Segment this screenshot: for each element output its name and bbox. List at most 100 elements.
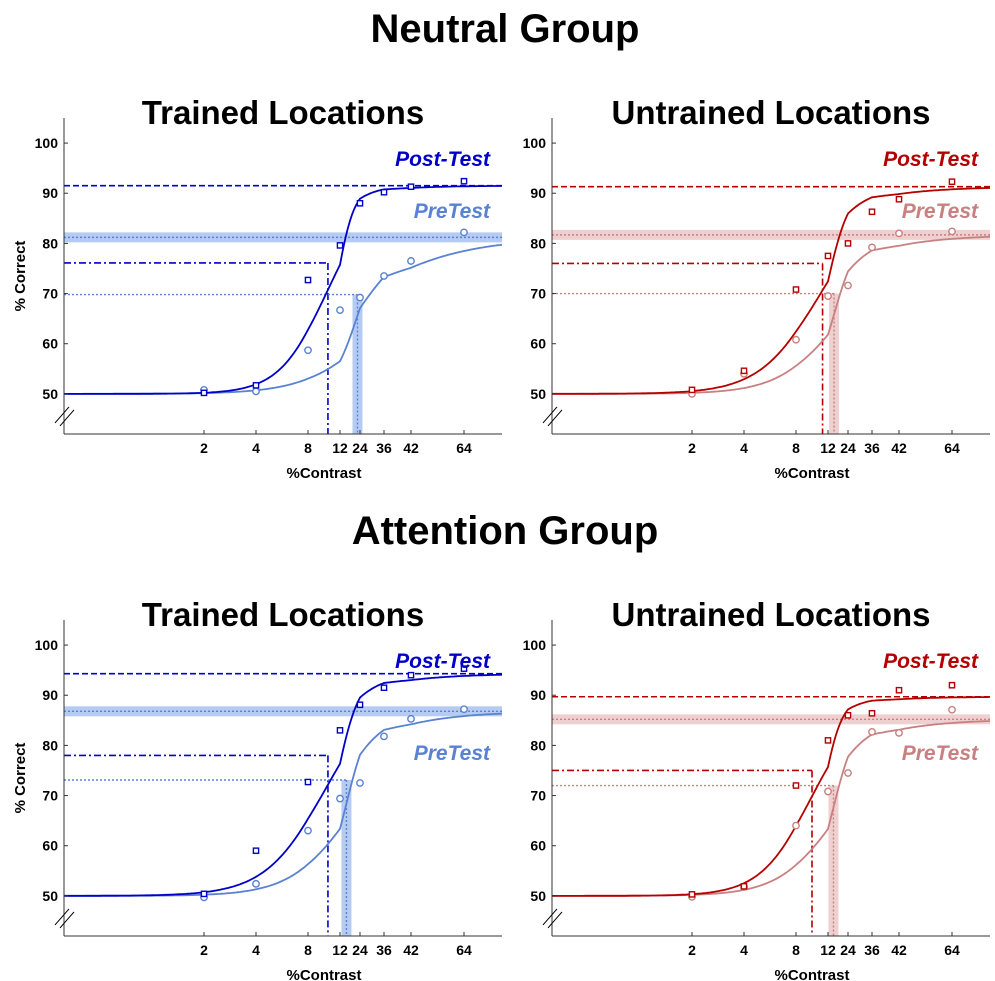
posttest-point bbox=[844, 240, 852, 247]
pretest-point bbox=[252, 879, 260, 888]
x-tick-label: 12 bbox=[820, 942, 836, 958]
posttest-point bbox=[356, 199, 364, 207]
axis-break-mark bbox=[547, 911, 563, 929]
posttest-point bbox=[356, 701, 364, 709]
posttest-point bbox=[252, 847, 260, 855]
pretest-point bbox=[824, 787, 832, 796]
pretest-point bbox=[895, 229, 903, 238]
x-tick-label: 8 bbox=[304, 942, 312, 958]
posttest-point bbox=[740, 883, 748, 890]
pretest-point bbox=[844, 769, 852, 777]
y-tick-label: 60 bbox=[42, 336, 58, 352]
x-tick-label: 64 bbox=[456, 942, 472, 958]
posttest-point bbox=[688, 386, 696, 394]
x-tick-label: 24 bbox=[352, 942, 368, 958]
pretest-point bbox=[356, 779, 364, 787]
x-tick-label: 12 bbox=[332, 440, 348, 456]
x-tick-label: 2 bbox=[200, 942, 208, 958]
x-axis-label: %Contrast bbox=[774, 465, 849, 482]
y-tick-label: 70 bbox=[530, 286, 546, 302]
x-tick-label: 64 bbox=[944, 440, 960, 456]
x-tick-label: 8 bbox=[792, 440, 800, 456]
posttest-point bbox=[460, 177, 468, 185]
pretest-point bbox=[948, 227, 956, 236]
pretest-point bbox=[792, 821, 800, 830]
posttest-point bbox=[792, 782, 800, 789]
panel-title: Untrained Locations bbox=[611, 94, 930, 131]
axis-break-mark bbox=[542, 908, 558, 926]
x-tick-label: 24 bbox=[840, 942, 856, 958]
pretest-threshold-band bbox=[829, 293, 840, 434]
pretest-point bbox=[824, 292, 832, 300]
y-tick-label: 60 bbox=[530, 336, 546, 352]
pretest-point bbox=[868, 243, 876, 252]
y-tick-label: 70 bbox=[530, 788, 546, 804]
pretest-fit-curve bbox=[64, 712, 503, 897]
legend-pretest: PreTest bbox=[414, 200, 491, 223]
x-tick-label: 4 bbox=[252, 942, 260, 958]
x-tick-label: 36 bbox=[376, 440, 392, 456]
legend-pretest: PreTest bbox=[902, 200, 979, 223]
y-tick-label: 100 bbox=[523, 637, 547, 653]
legend-posttest: Post-Test bbox=[883, 148, 979, 171]
axis-break-mark bbox=[547, 409, 563, 427]
pretest-asymptote-band bbox=[552, 229, 990, 240]
chart-panel-3: Untrained Locations Post-Test PreTest 50 60 7… bbox=[523, 596, 991, 981]
legend-pretest: PreTest bbox=[902, 742, 979, 765]
axis-break-mark bbox=[59, 409, 75, 427]
x-tick-label: 42 bbox=[891, 440, 907, 456]
pretest-asymptote-band bbox=[64, 706, 502, 717]
axis-break-mark bbox=[54, 406, 70, 424]
x-tick-label: 2 bbox=[688, 942, 696, 958]
pretest-threshold-band bbox=[828, 785, 839, 936]
legend-posttest: Post-Test bbox=[883, 650, 979, 673]
posttest-point bbox=[824, 737, 832, 744]
posttest-fit-curve bbox=[64, 673, 503, 897]
posttest-fit-curve bbox=[64, 185, 503, 395]
x-tick-label: 2 bbox=[200, 440, 208, 456]
pretest-point bbox=[252, 387, 260, 396]
pretest-point bbox=[792, 335, 800, 344]
x-tick-label: 64 bbox=[456, 440, 472, 456]
axis-break-mark bbox=[59, 911, 75, 929]
x-axis-label: %Contrast bbox=[286, 465, 361, 482]
posttest-point bbox=[304, 778, 312, 786]
y-tick-label: 100 bbox=[523, 135, 547, 151]
y-tick-label: 60 bbox=[42, 838, 58, 854]
posttest-fit-curve bbox=[552, 696, 990, 897]
x-tick-label: 4 bbox=[740, 942, 748, 958]
posttest-point bbox=[895, 686, 903, 694]
pretest-point bbox=[407, 257, 415, 265]
pretest-fit-curve bbox=[552, 235, 990, 395]
x-axis-label: %Contrast bbox=[774, 967, 849, 981]
pretest-point bbox=[380, 272, 388, 280]
x-tick-label: 42 bbox=[403, 440, 419, 456]
y-tick-label: 80 bbox=[42, 235, 58, 251]
y-tick-label: 50 bbox=[530, 386, 546, 402]
y-tick-label: 50 bbox=[42, 386, 58, 402]
pretest-asymptote-band bbox=[64, 232, 502, 243]
posttest-point bbox=[460, 665, 468, 672]
legend-posttest: Post-Test bbox=[395, 650, 491, 673]
posttest-point bbox=[336, 242, 344, 249]
x-tick-label: 2 bbox=[688, 440, 696, 456]
y-tick-label: 90 bbox=[42, 687, 58, 703]
posttest-point bbox=[407, 671, 415, 679]
y-tick-label: 80 bbox=[42, 737, 58, 753]
posttest-point bbox=[948, 681, 956, 689]
y-tick-label: 80 bbox=[530, 235, 546, 251]
chart-panel-0: Trained Locations % Correct Post-Test PreTe… bbox=[12, 94, 503, 482]
y-tick-label: 60 bbox=[530, 838, 546, 854]
pretest-asymptote-band bbox=[552, 714, 990, 725]
posttest-point bbox=[824, 252, 832, 260]
pretest-point bbox=[380, 732, 388, 741]
posttest-point bbox=[380, 188, 388, 196]
posttest-point bbox=[688, 891, 696, 898]
pretest-point bbox=[460, 705, 468, 714]
posttest-point bbox=[336, 727, 344, 734]
posttest-point bbox=[200, 389, 208, 397]
x-tick-label: 12 bbox=[820, 440, 836, 456]
legend-posttest: Post-Test bbox=[395, 148, 491, 171]
chart-panel-2: Trained Locations % Correct Post-Test PreTe… bbox=[12, 596, 503, 981]
